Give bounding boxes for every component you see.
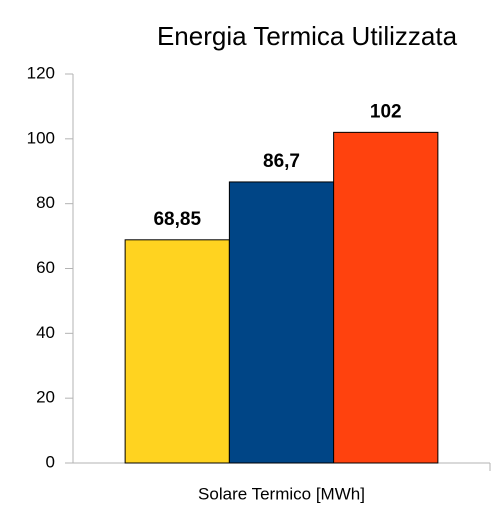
- y-tick-label: 100: [27, 128, 55, 147]
- data-label: 86,7: [263, 151, 300, 172]
- y-tick-label: 120: [27, 63, 55, 82]
- bar: [333, 131, 439, 464]
- y-tick-label: 80: [36, 193, 55, 212]
- y-tick-label: 0: [46, 452, 55, 471]
- bar: [124, 239, 230, 464]
- y-tick-label: 20: [36, 388, 55, 407]
- data-label: 68,85: [153, 209, 201, 230]
- y-tick-label: 60: [36, 258, 55, 277]
- data-label: 102: [370, 101, 402, 122]
- bar: [228, 181, 335, 464]
- y-tick-label: 40: [36, 323, 55, 342]
- chart-title: Energia Termica Utilizzata: [157, 21, 458, 51]
- x-tick-label: Solare Termico [MWh]: [198, 484, 365, 503]
